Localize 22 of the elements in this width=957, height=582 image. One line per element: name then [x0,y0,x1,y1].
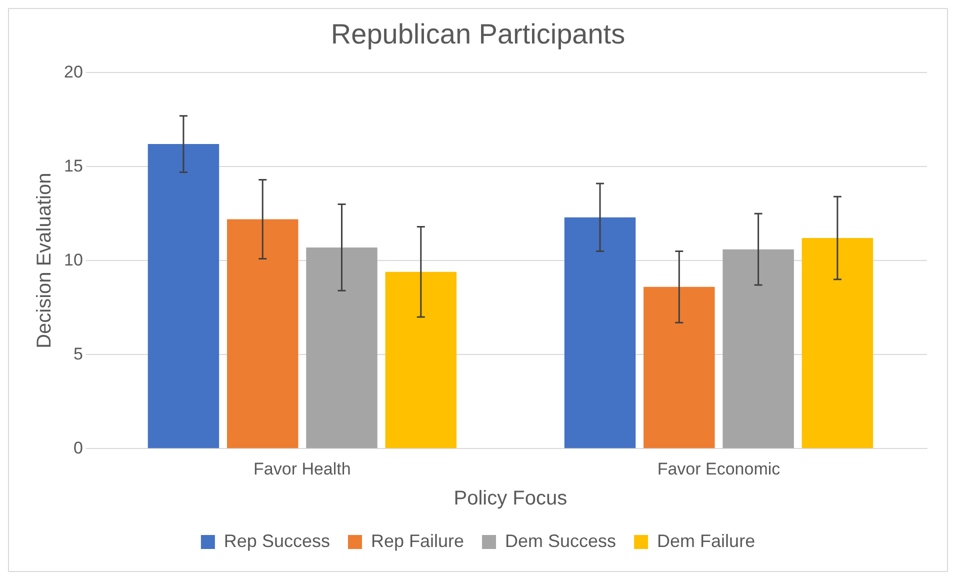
bar [306,247,378,448]
bar [644,286,715,448]
y-tick-label: 0 [73,438,83,458]
legend-label: Dem Failure [657,530,756,551]
y-axis-title: Decision Evaluation [34,172,56,348]
bar [385,272,457,448]
bar [148,144,220,448]
y-tick-label: 10 [64,250,83,270]
legend-label: Dem Success [505,530,616,551]
bar [564,217,636,448]
y-tick-label: 5 [73,344,83,364]
x-tick-label: Favor Health [254,459,351,478]
bar [802,238,874,448]
legend-label: Rep Success [224,530,330,551]
y-tick-label: 20 [64,62,83,82]
x-axis-title: Policy Focus [454,488,568,510]
bar [226,219,298,448]
y-tick-label: 15 [64,156,83,176]
x-tick-label: Favor Economic [657,459,781,478]
bar [722,249,794,448]
legend-label: Rep Failure [370,530,464,551]
chart-title: Republican Participants [330,18,626,50]
